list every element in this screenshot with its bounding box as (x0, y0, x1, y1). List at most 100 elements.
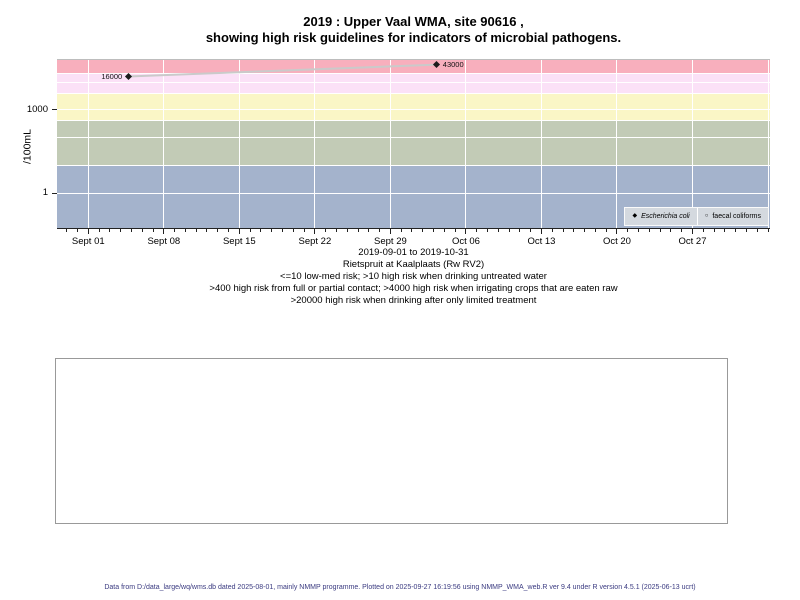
h-gridline (57, 73, 770, 75)
x-minor-tick (476, 229, 478, 232)
x-minor-tick (670, 229, 672, 232)
x-minor-tick (562, 229, 564, 232)
x-tick-label: Sept 29 (374, 236, 407, 247)
caption-date-range: 2019-09-01 to 2019-10-31 (358, 247, 469, 258)
x-major-tick (163, 229, 165, 234)
x-tick-label: Oct 06 (451, 236, 480, 247)
v-gridline (238, 60, 240, 228)
v-gridline (540, 60, 542, 228)
x-minor-tick (745, 229, 747, 232)
v-gridline (163, 60, 165, 228)
x-minor-tick (335, 229, 337, 232)
h-gridline (57, 120, 770, 122)
legend-label-faecal: faecal coliforms (712, 213, 761, 220)
x-axis: Sept 01 Sept 08 Sept 15 Sept 22 Sept 29 Oct 0… (57, 228, 770, 263)
legend-entry-ecoli: ◆ Escherichia coli (625, 208, 698, 225)
x-minor-tick (411, 229, 413, 232)
x-minor-tick (487, 229, 489, 232)
x-minor-tick (638, 229, 640, 232)
x-minor-tick (325, 229, 327, 232)
x-minor-tick (303, 229, 305, 232)
caption-risk-line1: <=10 low-med risk; >10 high risk when dr… (280, 271, 547, 282)
y-axis: 1000 1 (0, 60, 57, 228)
x-minor-tick (659, 229, 661, 232)
x-minor-tick (573, 229, 575, 232)
y-tick-label: 1000 (26, 103, 48, 115)
x-minor-tick (530, 229, 532, 232)
x-major-tick (465, 229, 467, 234)
legend-label-ecoli: Escherichia coli (641, 213, 690, 220)
x-minor-tick (282, 229, 283, 232)
data-point-label: 43000 (442, 60, 464, 69)
x-minor-tick (584, 229, 586, 232)
v-gridline (314, 60, 316, 228)
x-major-tick (314, 229, 316, 234)
x-major-tick (616, 229, 618, 234)
x-minor-tick (702, 229, 704, 232)
h-gridline (57, 109, 770, 111)
x-minor-tick (627, 229, 629, 232)
x-minor-tick (66, 229, 68, 232)
x-minor-tick (292, 229, 294, 232)
x-minor-tick (152, 229, 154, 232)
filled-diamond-icon: ◆ (632, 213, 638, 219)
x-minor-tick (206, 229, 208, 232)
h-gridline (57, 92, 770, 94)
plot-top-border (57, 59, 770, 60)
x-minor-tick (713, 229, 715, 232)
open-circle-icon: ○ (704, 212, 709, 219)
x-minor-tick (400, 229, 402, 232)
x-major-tick (389, 229, 391, 234)
x-minor-tick (141, 229, 143, 232)
risk-band (57, 93, 770, 121)
x-minor-tick (249, 229, 251, 232)
x-major-tick (238, 229, 240, 234)
x-minor-tick (648, 229, 650, 232)
x-minor-tick (724, 229, 726, 232)
empty-panel (55, 358, 728, 524)
x-major-tick (87, 229, 89, 234)
x-minor-tick (519, 229, 521, 232)
risk-band (57, 73, 770, 94)
chart-title-line1: 2019 : Upper Vaal WMA, site 90616 , (303, 14, 524, 29)
y-tick-label: 1 (42, 187, 48, 199)
x-major-tick (692, 229, 694, 234)
h-gridline (57, 192, 770, 194)
risk-band (57, 120, 770, 166)
data-point-label: 16000 (101, 71, 123, 81)
y-major-tick (52, 109, 57, 111)
x-minor-tick (497, 229, 499, 232)
x-minor-tick (422, 229, 424, 232)
x-minor-tick (271, 229, 273, 232)
x-tick-label: Sept 01 (71, 236, 105, 247)
x-minor-tick (681, 229, 683, 232)
x-minor-tick (443, 229, 445, 232)
x-minor-tick (109, 229, 111, 232)
legend-entry-faecal: ○ faecal coliforms (698, 208, 768, 225)
x-tick-label: Oct 13 (527, 236, 556, 247)
x-minor-tick (195, 229, 197, 232)
caption-risk-line3: >20000 high risk when drinking after onl… (290, 295, 537, 306)
x-minor-tick (228, 229, 230, 232)
x-tick-label: Sept 08 (147, 236, 181, 247)
plot-area: 16000 43000 ◆ Escherichia coli ○ faecal c… (57, 60, 770, 228)
x-minor-tick (346, 229, 348, 232)
v-gridline (692, 60, 694, 228)
caption-block: 2019-09-01 to 2019-10-31 Rietspruit at K… (57, 247, 770, 307)
x-minor-tick (594, 229, 596, 232)
h-gridline (57, 164, 770, 166)
x-minor-tick (130, 229, 132, 232)
x-minor-tick (260, 229, 262, 232)
x-minor-tick (454, 229, 456, 232)
x-tick-label: Oct 20 (602, 236, 631, 247)
h-gridline (57, 137, 770, 139)
x-minor-tick (184, 229, 186, 232)
h-gridline (57, 81, 770, 83)
x-minor-tick (379, 229, 381, 232)
legend: ◆ Escherichia coli ○ faecal coliforms (624, 207, 769, 226)
footer-text: Data from D:/data_large/wq/wms.db dated … (104, 584, 696, 591)
x-minor-tick (551, 229, 553, 232)
risk-band (57, 60, 770, 74)
y-major-tick (52, 192, 57, 194)
